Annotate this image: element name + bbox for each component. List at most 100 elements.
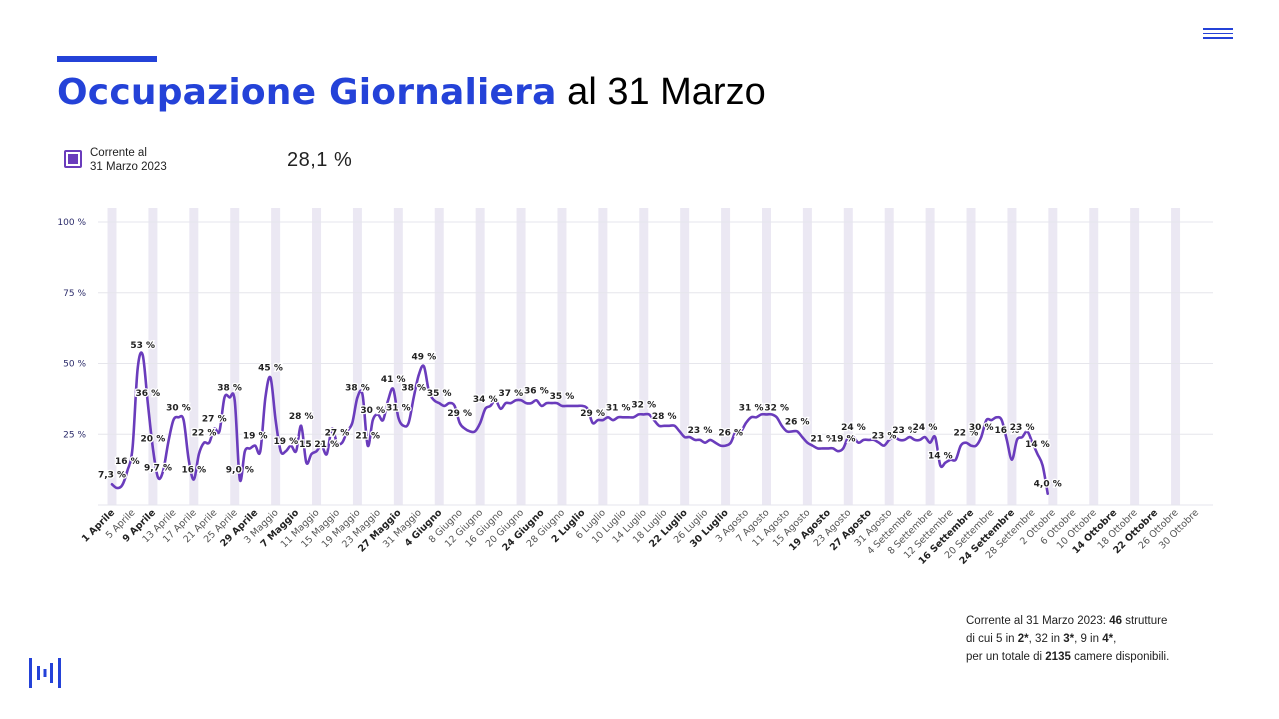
data-label: 21 % bbox=[314, 440, 339, 450]
chart-bands bbox=[107, 208, 1181, 505]
data-label: 23 % bbox=[1010, 423, 1035, 433]
data-label: 23 % bbox=[872, 432, 897, 442]
data-label: 30 % bbox=[166, 403, 191, 413]
legend-label-line2: 31 Marzo 2023 bbox=[90, 161, 167, 173]
week-band bbox=[312, 208, 322, 505]
data-label: 21 % bbox=[810, 434, 835, 444]
page-title-bold: Occupazione Giornaliera bbox=[57, 72, 557, 113]
data-label: 16 % bbox=[181, 466, 206, 476]
data-label: 36 % bbox=[135, 389, 160, 399]
data-label: 53 % bbox=[130, 341, 155, 351]
data-label: 35 % bbox=[427, 389, 452, 399]
legend-label: Corrente al 31 Marzo 2023 bbox=[90, 146, 200, 174]
data-label: 29 % bbox=[580, 409, 605, 419]
data-label: 37 % bbox=[498, 389, 523, 399]
data-label: 27 % bbox=[325, 429, 350, 439]
week-band bbox=[1048, 208, 1058, 505]
week-band bbox=[680, 208, 690, 505]
page-title: Occupazione Giornaliera al 31 Marzo bbox=[57, 68, 766, 117]
hamburger-menu-icon[interactable] bbox=[1203, 28, 1233, 40]
data-label: 26 % bbox=[718, 429, 743, 439]
footnote-stars: 4* bbox=[1102, 633, 1114, 645]
week-band bbox=[230, 208, 240, 505]
data-label: 49 % bbox=[412, 352, 437, 362]
footnote-line3: per un totale di 2135 camere disponibili… bbox=[966, 648, 1169, 666]
week-band bbox=[598, 208, 608, 505]
footnote-text: , 9 in bbox=[1074, 633, 1103, 645]
footnote-stars: 2* bbox=[1017, 633, 1029, 645]
data-label: 41 % bbox=[381, 375, 406, 385]
week-band bbox=[966, 208, 976, 505]
data-label: 38 % bbox=[345, 383, 370, 393]
data-label: 4,0 % bbox=[1034, 480, 1062, 490]
data-label: 38 % bbox=[217, 383, 242, 393]
week-band bbox=[761, 208, 771, 505]
legend-label-line1: Corrente al bbox=[90, 147, 147, 159]
data-label: 22 % bbox=[954, 429, 979, 439]
y-tick-label: 50 % bbox=[63, 360, 86, 370]
footnote-text: , bbox=[1113, 633, 1117, 645]
chart-grid bbox=[98, 221, 1213, 506]
week-band bbox=[475, 208, 485, 505]
data-label: 19 % bbox=[831, 434, 856, 444]
footnote-text: per un totale di bbox=[966, 651, 1046, 663]
footnote-text: Corrente al 31 Marzo 2023: bbox=[966, 615, 1110, 627]
footnote-strutture-count: 46 bbox=[1109, 615, 1122, 627]
y-axis-ticks: 100 % 75 % 50 % 25 % bbox=[57, 218, 86, 440]
data-label: 24 % bbox=[913, 423, 938, 433]
week-band bbox=[843, 208, 853, 505]
footnote-line1: Corrente al 31 Marzo 2023: 46 strutture bbox=[966, 612, 1169, 630]
week-band bbox=[516, 208, 526, 505]
footnote-text: di cui 5 in bbox=[966, 633, 1018, 645]
y-tick-label: 100 % bbox=[57, 218, 86, 228]
data-label: 19 % bbox=[274, 437, 299, 447]
footnote: Corrente al 31 Marzo 2023: 46 strutture … bbox=[966, 612, 1169, 666]
footnote-camere-count: 2135 bbox=[1045, 651, 1071, 663]
data-label: 20 % bbox=[141, 434, 166, 444]
series-line-corrente bbox=[110, 351, 1049, 495]
data-label: 7,3 % bbox=[98, 470, 126, 480]
week-band bbox=[352, 208, 362, 505]
week-band bbox=[271, 208, 281, 505]
data-label: 9,0 % bbox=[226, 466, 254, 476]
data-label: 36 % bbox=[524, 386, 549, 396]
chart-legend: Corrente al 31 Marzo 2023 bbox=[64, 146, 200, 174]
week-band bbox=[639, 208, 649, 505]
y-tick-label: 75 % bbox=[63, 289, 86, 299]
bar-chart-logo-icon bbox=[29, 658, 61, 688]
week-band bbox=[925, 208, 935, 505]
week-band bbox=[189, 208, 199, 505]
data-label: 31 % bbox=[739, 403, 764, 413]
week-band bbox=[557, 208, 567, 505]
data-label: 45 % bbox=[258, 364, 283, 374]
data-label: 19 % bbox=[243, 432, 268, 442]
week-band bbox=[1130, 208, 1140, 505]
legend-value: 28,1 % bbox=[287, 149, 353, 171]
data-label: 28 % bbox=[289, 412, 314, 422]
data-label: 38 % bbox=[401, 383, 426, 393]
data-label: 35 % bbox=[550, 392, 575, 402]
data-label: 28 % bbox=[652, 412, 677, 422]
data-label: 14 % bbox=[928, 451, 953, 461]
data-label: 16 % bbox=[994, 426, 1019, 436]
footnote-text: camere disponibili. bbox=[1070, 651, 1170, 663]
week-band bbox=[1089, 208, 1099, 505]
y-tick-label: 25 % bbox=[63, 430, 86, 440]
page-title-rest: al 31 Marzo bbox=[556, 71, 766, 113]
data-label: 30 % bbox=[969, 423, 994, 433]
data-label: 32 % bbox=[764, 403, 789, 413]
week-band bbox=[721, 208, 731, 505]
data-label: 24 % bbox=[841, 423, 866, 433]
week-band bbox=[393, 208, 403, 505]
data-label: 21 % bbox=[355, 432, 380, 442]
data-label: 14 % bbox=[1025, 440, 1050, 450]
footnote-text: strutture bbox=[1122, 615, 1168, 627]
data-label: 30 % bbox=[360, 406, 385, 416]
data-label: 34 % bbox=[473, 395, 498, 405]
legend-swatch bbox=[64, 150, 82, 168]
title-accent-bar bbox=[57, 56, 157, 62]
week-band bbox=[884, 208, 894, 505]
data-label: 22 % bbox=[192, 429, 217, 439]
data-label: 23 % bbox=[892, 426, 917, 436]
